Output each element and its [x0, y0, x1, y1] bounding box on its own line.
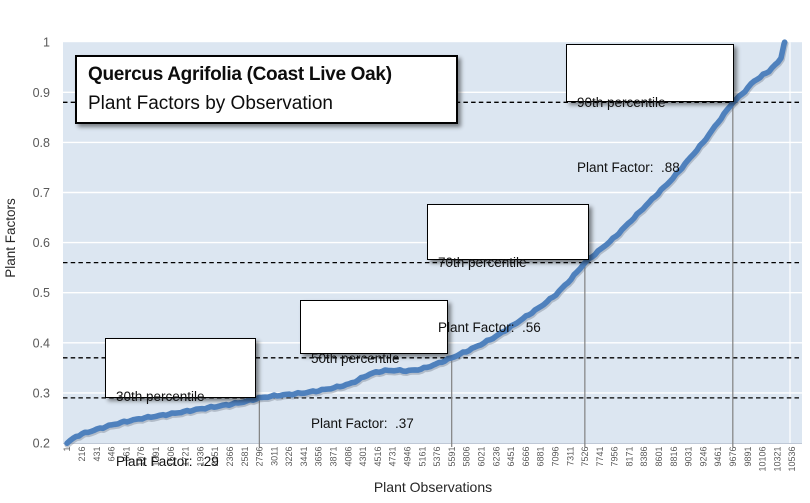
y-tick-label: 1 — [43, 36, 50, 50]
callout-90th-line1: 90th percentile — [577, 95, 666, 111]
x-tick-label: 2366 — [225, 447, 235, 467]
x-tick-label: 3226 — [284, 447, 294, 467]
x-tick-label: 216 — [77, 447, 87, 462]
x-tick-label: 7956 — [610, 447, 620, 467]
x-tick-label: 7526 — [580, 447, 590, 467]
x-tick-label: 1291 — [151, 447, 161, 467]
callout-30th-line1: 30th percentile — [116, 389, 205, 405]
x-tick-label: 3011 — [269, 447, 279, 466]
x-tick-label: 2796 — [255, 447, 265, 467]
callout-70th-line1: 70th percentile — [438, 255, 527, 271]
x-tick-label: 9461 — [713, 447, 723, 467]
x-tick-label: 1 — [62, 447, 72, 452]
series-line — [64, 39, 788, 447]
x-tick-label: 6451 — [506, 447, 516, 467]
x-tick-label: 3656 — [314, 447, 324, 467]
callout-30th-percentile: 30th percentile Plant Factor: .29 — [105, 338, 256, 469]
x-tick-label: 2151 — [210, 447, 220, 467]
x-tick-label: 4731 — [388, 447, 398, 467]
x-tick-label: 6021 — [476, 447, 486, 467]
y-tick-label: 0.5 — [33, 286, 50, 300]
callout-90th-line2: Plant Factor: .88 — [577, 159, 680, 175]
x-tick-label: 1506 — [166, 447, 176, 467]
x-tick-label: 3871 — [329, 447, 339, 467]
x-tick-label: 1721 — [181, 447, 191, 467]
x-tick-label: 5591 — [447, 447, 457, 467]
y-tick-label: 0.8 — [33, 136, 50, 150]
x-tick-label: 1076 — [136, 447, 146, 467]
y-tick-label: 0.9 — [33, 86, 50, 100]
x-tick-label: 8171 — [624, 447, 634, 467]
x-tick-label: 7741 — [595, 447, 605, 467]
y-tick-label: 0.4 — [33, 336, 50, 350]
x-tick-label: 10106 — [758, 447, 768, 472]
x-tick-label: 4301 — [358, 447, 368, 467]
x-tick-label: 1936 — [195, 447, 205, 467]
chart-title-subtitle: Plant Factors by Observation — [88, 93, 333, 115]
x-tick-label: 5376 — [432, 447, 442, 467]
x-tick-label: 5161 — [417, 447, 427, 467]
x-tick-label: 8816 — [669, 447, 679, 467]
x-tick-label: 8601 — [654, 447, 664, 467]
chart-title-species: Quercus Agrifolia (Coast Live Oak) — [88, 64, 392, 85]
y-tick-label: 0.7 — [33, 186, 50, 200]
x-tick-label: 861 — [121, 447, 131, 462]
x-tick-label: 5806 — [462, 447, 472, 467]
x-tick-label: 6881 — [536, 447, 546, 467]
y-axis-title: Plant Factors — [3, 198, 18, 278]
x-tick-label: 10321 — [772, 447, 782, 472]
x-axis-title: Plant Observations — [374, 479, 492, 495]
callout-90th-percentile: 90th percentile Plant Factor: .88 — [566, 44, 734, 175]
x-tick-label: 7096 — [550, 447, 560, 467]
callout-70th-percentile: 70th percentile Plant Factor: .56 — [427, 204, 589, 335]
callout-50th-percentile: 50th percentile Plant Factor: .37 — [300, 300, 448, 431]
callout-50th-line2: Plant Factor: .37 — [311, 415, 414, 431]
x-tick-label: 8386 — [639, 447, 649, 467]
x-tick-label: 4946 — [403, 447, 413, 467]
x-tick-label: 431 — [92, 447, 102, 462]
callout-70th-line2: Plant Factor: .56 — [438, 319, 541, 335]
callout-30th-line2: Plant Factor: .29 — [116, 453, 219, 469]
y-tick-label: 0.2 — [33, 437, 50, 451]
x-tick-label: 3441 — [299, 447, 309, 467]
x-tick-label: 9246 — [698, 447, 708, 467]
x-tick-label: 9676 — [728, 447, 738, 467]
x-tick-label: 4516 — [373, 447, 383, 467]
x-tick-label: 9891 — [743, 447, 753, 467]
x-tick-label: 7311 — [565, 447, 575, 466]
x-tick-label: 4086 — [343, 447, 353, 467]
x-tick-label: 9031 — [684, 447, 694, 467]
x-tick-label: 6236 — [491, 447, 501, 467]
chart-title-box: Quercus Agrifolia (Coast Live Oak) Plant… — [75, 55, 458, 124]
y-tick-label: 0.3 — [33, 386, 50, 400]
callout-50th-line1: 50th percentile — [311, 351, 400, 367]
y-tick-label: 0.6 — [33, 236, 50, 250]
x-tick-label: 646 — [107, 447, 117, 462]
x-tick-label: 2581 — [240, 447, 250, 467]
x-tick-label: 10536 — [787, 447, 797, 472]
x-tick-label: 6666 — [521, 447, 531, 467]
